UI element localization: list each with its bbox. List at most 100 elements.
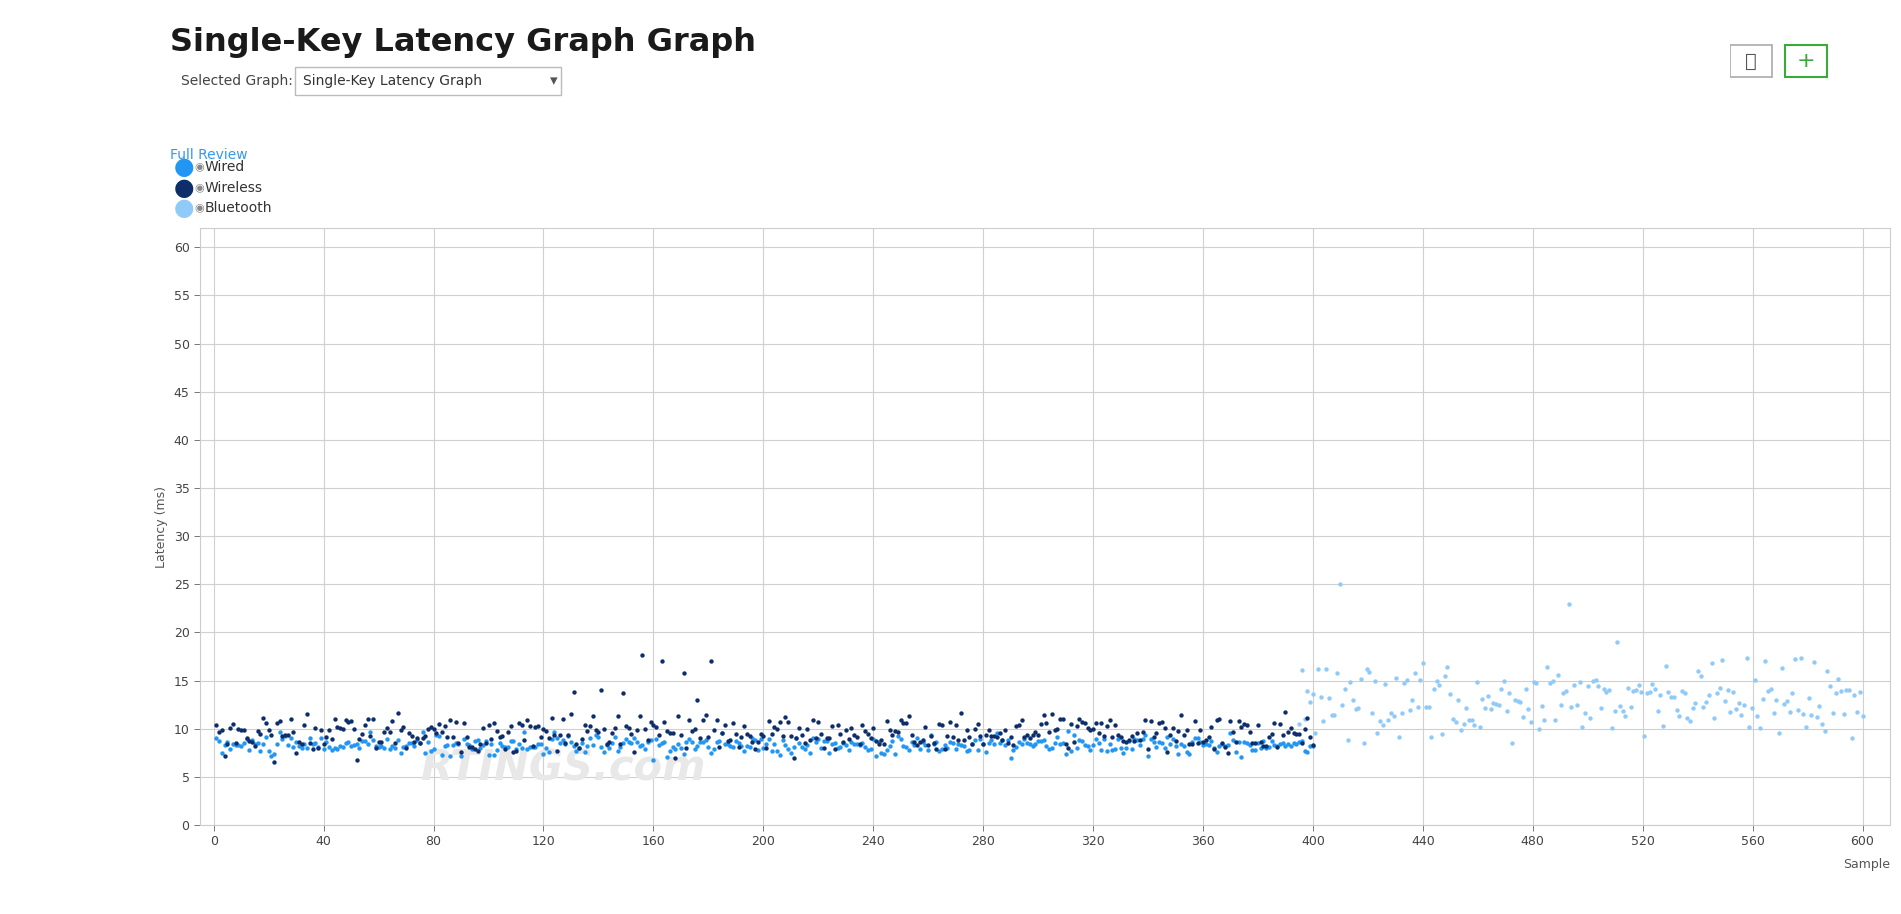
- Point: [1276, 739, 1306, 753]
- Point: [1006, 737, 1036, 751]
- Point: [1557, 700, 1587, 715]
- Point: [738, 735, 768, 749]
- Point: [700, 722, 730, 737]
- Point: [597, 736, 627, 750]
- Point: [905, 741, 935, 756]
- Point: [399, 735, 430, 749]
- Point: [770, 710, 800, 725]
- Point: [1078, 722, 1108, 737]
- Point: [1789, 707, 1819, 722]
- Point: [1538, 674, 1568, 688]
- Point: [380, 736, 411, 750]
- Point: [912, 738, 943, 752]
- Point: [226, 739, 257, 753]
- Point: [1728, 697, 1758, 712]
- Point: [1532, 660, 1563, 675]
- Point: [1834, 683, 1865, 697]
- Point: [641, 719, 671, 734]
- Point: [1171, 744, 1201, 759]
- Point: [979, 728, 1009, 743]
- Point: [336, 739, 367, 753]
- Point: [1287, 734, 1317, 749]
- Point: [1023, 733, 1053, 748]
- Point: [1578, 675, 1608, 689]
- Point: [852, 728, 882, 742]
- Point: [1078, 738, 1108, 752]
- Point: [546, 736, 576, 750]
- Point: [728, 743, 758, 758]
- Point: [614, 735, 644, 749]
- Point: [1034, 725, 1065, 739]
- Point: [222, 721, 253, 736]
- Point: [553, 729, 584, 744]
- Point: [768, 732, 798, 747]
- Point: [355, 725, 386, 739]
- Point: [262, 716, 293, 730]
- Point: [580, 728, 610, 742]
- Point: [1796, 707, 1827, 722]
- Point: [500, 742, 530, 757]
- Point: [624, 739, 654, 754]
- Point: [1177, 735, 1207, 749]
- Point: [749, 728, 779, 743]
- Point: [873, 743, 903, 758]
- Point: [652, 749, 682, 764]
- Point: [671, 741, 701, 756]
- Point: [1101, 742, 1131, 757]
- Point: [1306, 690, 1336, 705]
- Point: [479, 716, 509, 730]
- Point: [1599, 704, 1629, 718]
- Point: [901, 738, 931, 752]
- Point: [795, 746, 825, 760]
- Point: [357, 712, 388, 727]
- Point: [1333, 733, 1363, 748]
- Point: [1707, 653, 1738, 667]
- Point: [293, 707, 323, 721]
- Point: [240, 739, 270, 753]
- Point: [781, 730, 812, 745]
- Point: [1108, 746, 1139, 760]
- Point: [449, 732, 479, 747]
- Point: [528, 721, 559, 736]
- Point: [728, 718, 758, 733]
- Point: [635, 733, 665, 748]
- Point: [1279, 736, 1310, 750]
- Point: [863, 735, 893, 749]
- Point: [251, 730, 281, 745]
- Point: [605, 737, 635, 751]
- Point: [1184, 723, 1215, 738]
- Point: [956, 736, 987, 750]
- Point: [202, 717, 232, 732]
- Point: [931, 729, 962, 744]
- Point: [892, 739, 922, 754]
- Point: [525, 737, 555, 751]
- Point: [1378, 709, 1409, 724]
- Point: [1760, 693, 1791, 707]
- Point: [709, 738, 739, 752]
- Point: [287, 740, 317, 755]
- Point: [789, 736, 819, 750]
- Point: [848, 736, 878, 750]
- Point: [768, 729, 798, 744]
- Point: [392, 739, 422, 753]
- Point: [1243, 717, 1274, 732]
- Point: [466, 740, 496, 755]
- Point: [1363, 725, 1393, 739]
- Point: [1104, 740, 1135, 755]
- Point: [962, 743, 992, 758]
- Point: [732, 739, 762, 753]
- Point: [1238, 743, 1268, 758]
- Point: [1165, 707, 1196, 722]
- Point: [572, 739, 603, 753]
- Point: [1806, 717, 1836, 731]
- Point: [462, 733, 492, 748]
- Point: [270, 728, 300, 743]
- Point: [1648, 718, 1679, 733]
- Point: [547, 711, 578, 726]
- Point: [893, 743, 924, 758]
- Point: [1842, 705, 1872, 719]
- Point: [1144, 734, 1175, 749]
- Point: [1169, 739, 1200, 754]
- Point: [1177, 737, 1207, 751]
- Point: [1625, 685, 1656, 699]
